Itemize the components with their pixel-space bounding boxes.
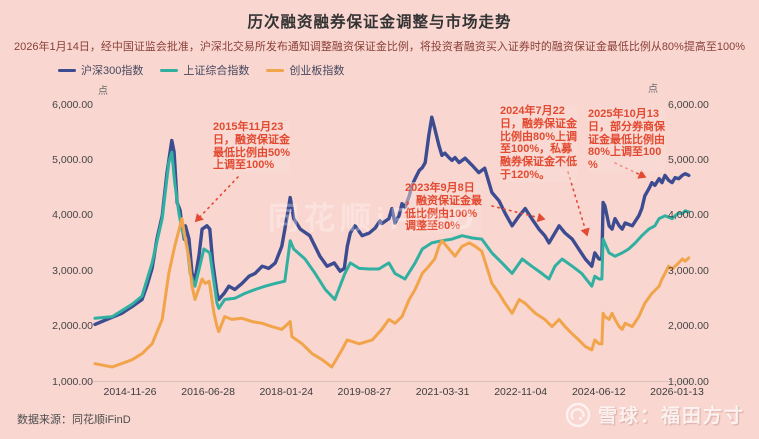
legend: 沪深300指数 上证综合指数 创业板指数 <box>58 62 344 78</box>
y-tick-r-3000: 3,000.00 <box>668 264 709 277</box>
y-tick-l-4000: 4,000.00 <box>52 209 93 222</box>
chart-subtitle: 2026年1月14日，经中国证监会批准，沪深北交易所发布通知调整融资保证金比例，… <box>14 41 745 53</box>
legend-label-sse: 上证综合指数 <box>183 65 250 77</box>
y-tick-r-1000: 1,000.00 <box>668 375 709 388</box>
y-tick-l-3000: 3,000.00 <box>52 264 93 277</box>
x-tick-2026-01-13: 2026-01-13 <box>650 386 704 398</box>
x-tick-2014-11-26: 2014-11-26 <box>103 386 157 398</box>
legend-swatch-hs300 <box>58 68 76 72</box>
legend-item-hs300: 沪深300指数 <box>58 62 143 78</box>
y-tick-r-6000: 6,000.00 <box>668 98 709 111</box>
legend-label-hs300: 沪深300指数 <box>81 65 144 77</box>
legend-label-chinext: 创业板指数 <box>289 65 345 77</box>
series-line-2 <box>93 217 691 369</box>
legend-item-chinext: 创业板指数 <box>266 62 344 78</box>
annotation-2025-10-13: 2025年10月13 日，部分券商保 证金最低比例由 80%上调至100 % <box>588 108 665 172</box>
y-tick-l-6000: 6,000.00 <box>52 98 93 111</box>
y-axis-unit-left: 点 <box>98 86 108 97</box>
x-tick-2021-03-31: 2021-03-31 <box>415 386 470 398</box>
y-tick-l-2000: 2,000.00 <box>52 320 93 333</box>
x-tick-2018-01-24: 2018-01-24 <box>259 386 314 398</box>
annotation-2023-09-08: 2023年9月8日 ，融资保证金最 低比例由100% 调整至80% <box>405 182 482 234</box>
y-tick-r-2000: 2,000.00 <box>668 320 709 333</box>
brand-signature: 雪球：福田方寸 <box>565 401 745 428</box>
legend-item-sse: 上证综合指数 <box>160 62 249 78</box>
series-line-1 <box>93 150 691 320</box>
x-tick-2016-06-28: 2016-06-28 <box>181 386 235 398</box>
chart-title: 历次融资融券保证金调整与市场走势 <box>247 14 512 31</box>
annotation-2024-07-22: 2024年7月22 日，融券保证金 比例由80%上调 至100%，私募 融券保证… <box>500 105 578 182</box>
y-tick-r-5000: 5,000.00 <box>668 153 709 166</box>
legend-swatch-sse <box>160 68 179 72</box>
y-axis-unit-right: 点 <box>648 84 658 95</box>
data-source: 数据来源：同花顺iFinD <box>17 414 131 426</box>
xueqiu-logo-icon <box>565 402 591 427</box>
y-tick-r-4000: 4,000.00 <box>668 209 709 222</box>
x-tick-2024-06-12: 2024-06-12 <box>571 386 626 398</box>
annotation-arrow-2 <box>567 171 590 237</box>
legend-swatch-chinext <box>266 68 285 72</box>
x-tick-2022-11-04: 2022-11-04 <box>494 386 548 398</box>
y-tick-l-5000: 5,000.00 <box>52 153 93 166</box>
y-tick-l-1000: 1,000.00 <box>52 375 93 388</box>
annotation-arrow-0 <box>194 176 239 223</box>
brand-text: 雪球：福田方寸 <box>597 406 745 427</box>
annotation-2015-11-23: 2015年11月23 日，融资保证金 最低比例由50% 上调至100% <box>213 121 291 173</box>
x-tick-2019-08-27: 2019-08-27 <box>337 386 392 398</box>
